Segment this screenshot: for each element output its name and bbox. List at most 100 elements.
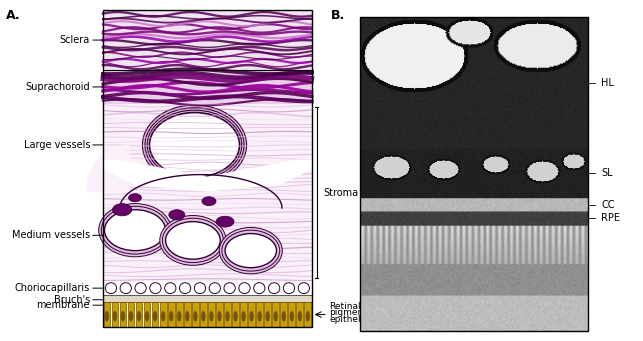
Ellipse shape [305,311,310,322]
Bar [152,302,158,327]
Ellipse shape [222,230,280,271]
Text: membrane: membrane [37,300,103,310]
Ellipse shape [194,283,206,294]
Ellipse shape [165,283,176,294]
Ellipse shape [202,197,216,206]
Ellipse shape [209,283,221,294]
Ellipse shape [257,311,262,322]
Ellipse shape [102,206,168,254]
Bar [273,302,279,327]
Bar [136,302,143,327]
Ellipse shape [233,311,238,322]
Ellipse shape [121,311,125,322]
Ellipse shape [145,108,244,182]
Ellipse shape [113,311,117,322]
Bar [104,302,111,327]
Ellipse shape [225,234,276,268]
Bar [280,302,287,327]
Bar [264,302,271,327]
Bar [256,302,263,327]
Ellipse shape [266,311,270,322]
Bar [120,302,126,327]
Text: CC: CC [601,200,615,210]
Bar [248,302,255,327]
Ellipse shape [104,210,166,251]
Ellipse shape [105,283,116,294]
Bar [296,302,303,327]
Ellipse shape [160,216,226,265]
Ellipse shape [153,311,158,322]
Bar [103,10,312,327]
Bar [232,302,239,327]
Ellipse shape [224,283,235,294]
Bar [127,302,134,327]
Ellipse shape [185,311,190,322]
Text: epithelium: epithelium [329,315,378,324]
Bar [144,302,150,327]
Ellipse shape [298,283,309,294]
Text: A.: A. [6,9,21,21]
Ellipse shape [166,222,220,259]
Ellipse shape [99,204,171,257]
Bar [184,302,190,327]
Ellipse shape [150,283,161,294]
Text: Medium vessels: Medium vessels [12,230,103,240]
Text: SL: SL [601,168,613,178]
Ellipse shape [162,218,224,263]
Bar [305,302,311,327]
Text: Bruch's: Bruch's [54,295,103,305]
Ellipse shape [137,311,141,322]
Bar [208,302,215,327]
Ellipse shape [241,311,246,322]
Bar [103,70,312,104]
Ellipse shape [253,283,265,294]
Ellipse shape [201,311,206,322]
Text: Retinal: Retinal [329,301,361,311]
Ellipse shape [216,216,234,227]
Ellipse shape [177,311,181,322]
Text: B.: B. [331,9,345,21]
Bar [168,302,175,327]
Ellipse shape [129,311,133,322]
Bar [160,302,167,327]
Text: Stroma: Stroma [323,188,358,198]
Ellipse shape [135,283,146,294]
Text: Sclera: Sclera [60,35,103,45]
Bar [103,10,312,70]
Text: HL: HL [601,78,614,88]
Ellipse shape [217,311,222,322]
Ellipse shape [129,194,141,202]
Ellipse shape [289,311,294,322]
Ellipse shape [298,311,302,322]
Ellipse shape [143,105,247,185]
Bar [360,17,588,331]
Text: Large vessels: Large vessels [24,140,103,150]
Ellipse shape [145,311,149,322]
Ellipse shape [269,283,280,294]
Ellipse shape [273,311,278,322]
Bar [224,302,231,327]
Ellipse shape [169,311,174,322]
Bar [103,104,312,281]
Text: Choriocapillaris: Choriocapillaris [15,283,103,293]
Ellipse shape [161,311,165,322]
Ellipse shape [219,227,282,274]
Ellipse shape [179,283,191,294]
Ellipse shape [225,311,230,322]
Bar [176,302,183,327]
Ellipse shape [120,283,131,294]
Bar [103,295,312,302]
Ellipse shape [239,283,250,294]
Bar [192,302,199,327]
Ellipse shape [113,204,132,216]
Ellipse shape [193,311,197,322]
Bar [112,302,118,327]
Ellipse shape [147,110,242,180]
Ellipse shape [282,311,286,322]
Bar [216,302,222,327]
Ellipse shape [105,311,109,322]
Ellipse shape [209,311,213,322]
Ellipse shape [149,113,239,177]
Text: RPE: RPE [601,213,620,223]
Polygon shape [103,160,312,191]
